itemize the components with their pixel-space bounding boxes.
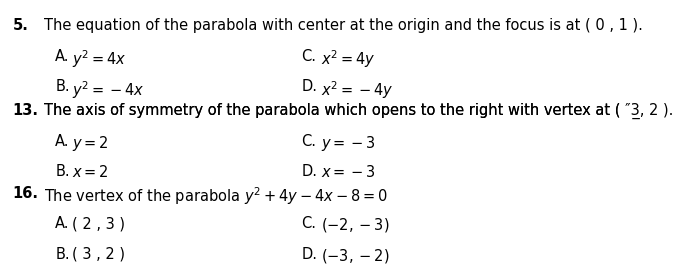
Text: $x = -3$: $x = -3$ <box>321 164 376 180</box>
Text: $x^2 = 4y$: $x^2 = 4y$ <box>321 48 376 70</box>
Text: D.: D. <box>302 247 318 262</box>
Text: 5.: 5. <box>13 18 29 33</box>
Text: 16.: 16. <box>13 186 38 201</box>
Text: B.: B. <box>55 164 70 179</box>
Text: C.: C. <box>302 216 316 231</box>
Text: $x = 2$: $x = 2$ <box>72 164 109 180</box>
Text: $y = -3$: $y = -3$ <box>321 134 376 153</box>
Text: C.: C. <box>302 134 316 149</box>
Text: A.: A. <box>55 216 70 231</box>
Text: $(-3,-2)$: $(-3,-2)$ <box>321 247 389 265</box>
Text: C.: C. <box>302 48 316 64</box>
Text: The equation of the parabola with center at the origin and the focus is at ( 0 ,: The equation of the parabola with center… <box>44 18 643 33</box>
Text: D.: D. <box>302 164 318 179</box>
Text: ( 2 , 3 ): ( 2 , 3 ) <box>72 216 125 231</box>
Text: $y^2 = 4x$: $y^2 = 4x$ <box>72 48 127 70</box>
Text: B.: B. <box>55 247 70 262</box>
Text: A.: A. <box>55 134 70 149</box>
Text: ( 3 , 2 ): ( 3 , 2 ) <box>72 247 125 262</box>
Text: D.: D. <box>302 79 318 94</box>
Text: $y^2 = -4x$: $y^2 = -4x$ <box>72 79 145 101</box>
Text: The vertex of the parabola $y^2 + 4y - 4x - 8 = 0$: The vertex of the parabola $y^2 + 4y - 4… <box>44 186 387 207</box>
Text: $(-2,-3)$: $(-2,-3)$ <box>321 216 389 234</box>
Text: $y = 2$: $y = 2$ <box>72 134 109 153</box>
Text: A.: A. <box>55 48 70 64</box>
Text: The axis of symmetry of the parabola which opens to the right with vertex at ( ″: The axis of symmetry of the parabola whi… <box>44 103 674 119</box>
Text: The axis of symmetry of the parabola which opens to the right with vertex at (: The axis of symmetry of the parabola whi… <box>44 103 625 118</box>
Text: 13.: 13. <box>13 103 38 118</box>
Text: $x^2 = -4y$: $x^2 = -4y$ <box>321 79 394 101</box>
Text: B.: B. <box>55 79 70 94</box>
